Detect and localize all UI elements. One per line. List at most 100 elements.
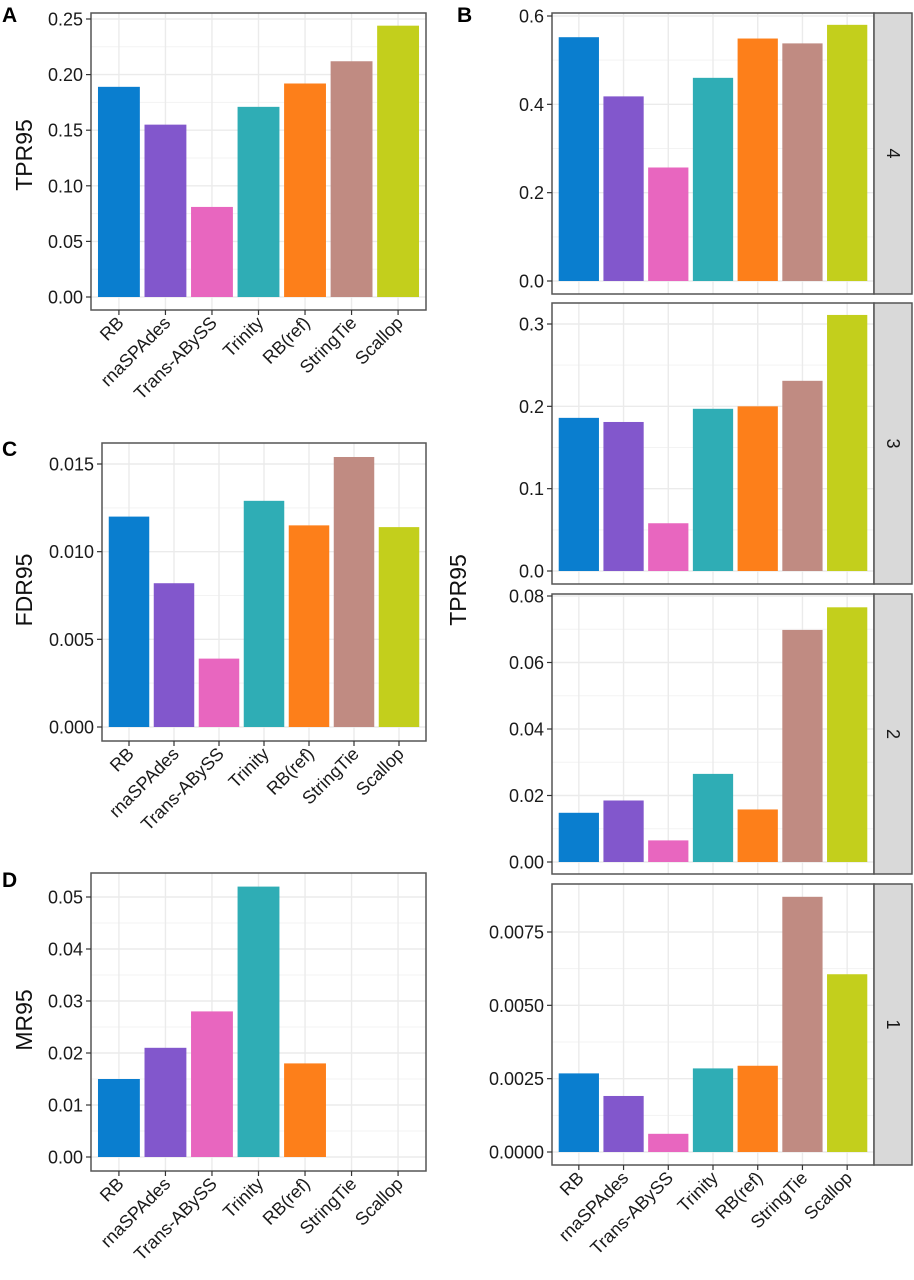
x-tick-label: Scallop <box>352 744 408 800</box>
y-tick-label: 0.10 <box>48 176 83 196</box>
bar-rnaspades <box>144 1047 187 1157</box>
panel-d: D MR95 0.000.010.020.030.040.05RBrnaSPAd… <box>2 869 427 1265</box>
bar-rb <box>558 37 599 282</box>
y-tick-label: 0.04 <box>509 720 544 740</box>
panel-a: A TPR95 0.000.050.100.150.200.25RBrnaSPA… <box>2 4 427 404</box>
bar-rnaspades <box>603 421 644 571</box>
y-tick-label: 0.0050 <box>489 996 544 1016</box>
bar-rb <box>97 1079 140 1157</box>
bar-rnaspades <box>603 96 644 281</box>
bar-rb-ref <box>737 1065 778 1152</box>
facet-strip-label: 4 <box>883 148 903 158</box>
bar-scallop <box>827 24 868 281</box>
facet-strip <box>873 302 913 585</box>
panel-tag-a: A <box>2 4 17 27</box>
y-tick-label: 0.0075 <box>489 923 544 943</box>
y-tick-label: 0.0000 <box>489 1143 544 1163</box>
bar-trans-abyss <box>648 523 689 571</box>
bar-rb <box>558 812 599 862</box>
bar-trinity <box>692 1068 734 1152</box>
bar-stringtie <box>333 456 375 727</box>
y-tick-label: 0.015 <box>49 455 94 475</box>
y-axis-title-a: TPR95 <box>11 119 37 191</box>
bar-rb-ref <box>737 38 778 282</box>
y-tick-label: 0.20 <box>48 65 83 85</box>
bar-trinity <box>237 886 280 1157</box>
bar-trinity <box>692 773 734 862</box>
bar-trans-abyss <box>648 840 689 862</box>
y-tick-label: 0.2 <box>519 183 544 203</box>
bar-scallop <box>827 314 868 571</box>
y-tick-label: 0.010 <box>49 542 94 562</box>
y-tick-label: 0.00 <box>48 1148 83 1168</box>
panel-tag-b: B <box>457 4 472 27</box>
x-tick-label: Trans-ABySS <box>130 1174 221 1265</box>
bar-trans-abyss <box>648 167 689 281</box>
bar-rnaspades <box>603 1095 644 1152</box>
x-tick-label: RB <box>96 1174 128 1206</box>
bar-rnaspades <box>144 124 187 297</box>
y-axis-title-c: FDR95 <box>11 554 37 627</box>
bar-rb <box>558 1073 599 1152</box>
x-tick-label: RB <box>106 744 138 776</box>
x-tick-label: Trans-ABySS <box>130 313 221 404</box>
x-tick-label: Scallop <box>351 1174 407 1230</box>
plot-area-b: 0.00.20.40.640.00.10.20.330.000.020.040.… <box>489 7 913 1258</box>
bar-stringtie <box>782 43 823 282</box>
facet-4: 0.0 0.2 0.4 0.6 4 <box>519 7 913 295</box>
x-tick-label: RB <box>96 313 128 345</box>
panel-tag-c: C <box>2 438 17 461</box>
bar-rb-ref <box>284 1063 326 1157</box>
bar-rb <box>108 516 150 727</box>
y-tick-label: 0.06 <box>509 653 544 673</box>
facet-2: 0.00 0.02 0.04 0.06 0.08 2 <box>509 587 913 875</box>
bar-trinity <box>692 77 734 281</box>
y-tick-label: 0.0 <box>519 272 544 292</box>
bar-rnaspades <box>603 800 644 862</box>
bar-trinity <box>237 106 280 298</box>
facet-strip <box>873 883 913 1166</box>
bar-trans-abyss <box>191 1011 233 1157</box>
bar-rb <box>558 417 599 571</box>
facet-strip-label: 2 <box>883 729 903 739</box>
panel-b: B TPR95 0.00.20.40.640.00.10.20.330.000.… <box>445 4 913 1258</box>
bar-rb-ref <box>288 525 330 727</box>
plot-area-a: 0.000.050.100.150.200.25RBrnaSPAdesTrans… <box>48 10 427 404</box>
y-tick-label: 0.01 <box>48 1096 83 1116</box>
facet-1: 0.00000.00250.00500.0075RBrnaSPAdesTrans… <box>489 883 913 1258</box>
facet-strip <box>873 12 913 295</box>
bar-stringtie <box>782 380 823 571</box>
y-tick-label: 0.02 <box>48 1044 83 1064</box>
bar-scallop <box>378 527 420 727</box>
bar-trans-abyss <box>198 658 240 727</box>
y-tick-label: 0.6 <box>519 7 544 27</box>
y-tick-label: 0.03 <box>48 992 83 1012</box>
bar-stringtie <box>782 896 823 1152</box>
y-tick-label: 0.00 <box>48 288 83 308</box>
bar-trans-abyss <box>191 206 233 297</box>
y-axis-title-b: TPR95 <box>445 554 471 626</box>
y-tick-label: 0.08 <box>509 587 544 607</box>
y-tick-label: 0.02 <box>509 786 544 806</box>
y-tick-label: 0.05 <box>48 232 83 252</box>
y-tick-label: 0.1 <box>519 479 544 499</box>
y-tick-label: 0.0 <box>519 562 544 582</box>
bar-trans-abyss <box>648 1133 689 1152</box>
y-tick-label: 0.000 <box>49 718 94 738</box>
y-tick-label: 0.05 <box>48 888 83 908</box>
x-tick-label: Scallop <box>351 313 407 369</box>
bar-rb-ref <box>737 406 778 571</box>
bar-trinity <box>692 408 734 571</box>
facet-strip <box>873 593 913 875</box>
y-tick-label: 0.15 <box>48 121 83 141</box>
facet-strip-label: 1 <box>883 1019 903 1029</box>
bar-scallop <box>827 974 868 1152</box>
bar-rb-ref <box>737 809 778 862</box>
panel-tag-d: D <box>2 869 17 892</box>
panel-c: C FDR95 0.0000.0050.0100.015RBrnaSPAdesT… <box>2 438 427 834</box>
y-axis-title-d: MR95 <box>11 989 37 1050</box>
x-tick-label: RB <box>556 1168 588 1200</box>
y-tick-label: 0.005 <box>49 630 94 650</box>
bar-scallop <box>827 607 868 862</box>
y-tick-label: 0.00 <box>509 853 544 873</box>
